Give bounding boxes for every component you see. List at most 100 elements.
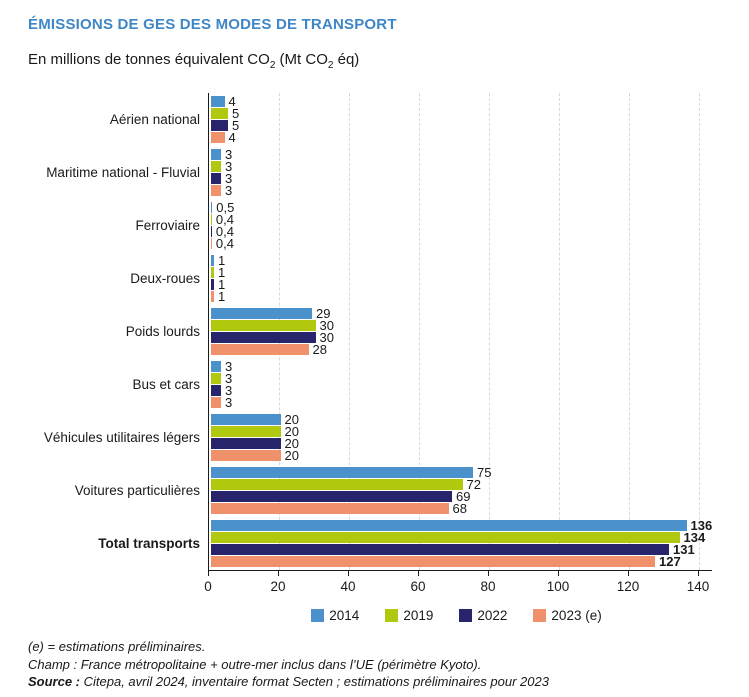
bar-2019 xyxy=(210,532,680,543)
legend-label: 2023 (e) xyxy=(551,608,602,623)
category-row: Deux-roues 1 1 1 1 xyxy=(28,252,749,305)
category-label: Aérien national xyxy=(109,111,200,127)
value-label: 68 xyxy=(452,501,467,516)
value-label: 0,4 xyxy=(215,236,234,251)
value-label: 4 xyxy=(228,130,236,145)
value-label: 3 xyxy=(225,383,233,398)
bar-line: 75 xyxy=(210,466,707,479)
value-label: 1 xyxy=(218,265,226,280)
bar-line: 5 xyxy=(210,106,707,121)
bar-2022 xyxy=(210,544,669,555)
value-label: 69 xyxy=(456,489,471,504)
chart-subtitle: En millions de tonnes équivalent CO2 (Mt… xyxy=(28,51,749,71)
value-label: 20 xyxy=(284,436,299,451)
bar-line: 134 xyxy=(210,530,707,545)
value-label: 1 xyxy=(218,253,226,268)
value-label: 3 xyxy=(225,371,233,386)
bar-2023e xyxy=(210,291,214,302)
bar-line: 30 xyxy=(210,331,707,344)
bar-line: 3 xyxy=(210,360,707,373)
bar-line: 30 xyxy=(210,319,707,332)
bar-2022 xyxy=(210,279,214,290)
bar-group: 0,5 0,4 0,4 0,4 xyxy=(209,201,707,251)
legend-item-2023e: 2023 (e) xyxy=(533,608,602,623)
bar-2022 xyxy=(210,226,212,237)
bar-2014 xyxy=(210,308,312,319)
bar-line: 20 xyxy=(210,436,707,451)
value-label: 28 xyxy=(312,342,327,357)
bar-2022 xyxy=(210,120,228,131)
bar-2014 xyxy=(210,520,687,531)
bar-2019 xyxy=(210,267,214,278)
value-label: 1 xyxy=(218,277,226,292)
bar-2023e xyxy=(210,397,221,408)
axis-tick-label: 40 xyxy=(340,579,356,594)
bar-chart: Aérien national 4 5 5 4 Maritime national - F… xyxy=(28,93,749,623)
bar-line: 131 xyxy=(210,542,707,557)
bar-line: 1 xyxy=(210,290,707,303)
bar-line: 3 xyxy=(210,160,707,173)
category-label: Ferroviaire xyxy=(135,217,200,233)
bar-line: 3 xyxy=(210,383,707,398)
value-label: 3 xyxy=(225,183,233,198)
bar-line: 0,5 xyxy=(210,201,707,214)
legend-label: 2019 xyxy=(403,608,434,623)
value-label: 131 xyxy=(673,542,695,557)
value-label: 127 xyxy=(659,554,681,569)
bar-group: 136 134 131 127 xyxy=(209,519,712,569)
subtitle-subscript-1: 2 xyxy=(269,60,276,71)
footnote-source-text: Citepa, avril 2024, inventaire format Se… xyxy=(80,674,549,689)
bar-2014 xyxy=(210,414,281,425)
category-row: Total transports 136 134 131 127 xyxy=(28,517,749,570)
value-label: 5 xyxy=(232,106,240,121)
legend-swatch xyxy=(533,609,547,622)
subtitle-text-2: (Mt CO xyxy=(275,51,328,68)
value-label: 0,4 xyxy=(215,224,234,239)
axis-tick xyxy=(208,571,209,576)
bar-line: 72 xyxy=(210,478,707,491)
axis-tick xyxy=(278,571,279,576)
bar-group: 29 30 30 28 xyxy=(209,307,707,357)
bar-line: 3 xyxy=(210,148,707,161)
category-row: Bus et cars 3 3 3 3 xyxy=(28,358,749,411)
value-label: 134 xyxy=(683,530,706,545)
category-label: Bus et cars xyxy=(132,376,200,392)
axis-tick xyxy=(418,571,419,576)
category-row: Poids lourds 29 30 30 28 xyxy=(28,305,749,358)
bar-line: 20 xyxy=(210,413,707,426)
x-axis-labels: 0 20 40 60 80 100 120 140 xyxy=(204,577,712,595)
bar-line: 1 xyxy=(210,277,707,292)
value-label: 3 xyxy=(225,171,233,186)
value-label: 20 xyxy=(284,424,299,439)
bar-line: 127 xyxy=(210,554,707,569)
category-row: Aérien national 4 5 5 4 xyxy=(28,93,749,146)
category-label: Deux-roues xyxy=(130,270,200,286)
bar-2023e xyxy=(210,503,449,514)
bar-line: 20 xyxy=(210,449,707,462)
axis-tick-label: 80 xyxy=(480,579,496,594)
bar-line: 0,4 xyxy=(210,224,707,239)
bar-2022 xyxy=(210,438,281,449)
gridline xyxy=(279,93,280,570)
footnote-estimations: (e) = estimations préliminaires. xyxy=(28,639,206,654)
category-label: Véhicules utilitaires légers xyxy=(43,429,200,445)
category-row: Véhicules utilitaires légers 20 20 20 20 xyxy=(28,411,749,464)
category-label: Voitures particulières xyxy=(74,482,200,498)
bar-2014 xyxy=(210,255,214,266)
gridline xyxy=(419,93,420,570)
bar-line: 3 xyxy=(210,371,707,386)
bar-line: 3 xyxy=(210,183,707,198)
category-row: Ferroviaire 0,5 0,4 0,4 0,4 xyxy=(28,199,749,252)
bar-2023e xyxy=(210,132,225,143)
bar-2019 xyxy=(210,161,221,172)
axis-tick xyxy=(348,571,349,576)
plot-area: Aérien national 4 5 5 4 Maritime national - F… xyxy=(28,93,749,570)
legend-item-2014: 2014 xyxy=(311,608,359,623)
legend-label: 2022 xyxy=(477,608,508,623)
bar-line: 1 xyxy=(210,253,707,268)
axis-tick-label: 120 xyxy=(616,579,640,594)
bar-line: 28 xyxy=(210,342,707,357)
footnote-source-label: Source : xyxy=(28,674,81,689)
